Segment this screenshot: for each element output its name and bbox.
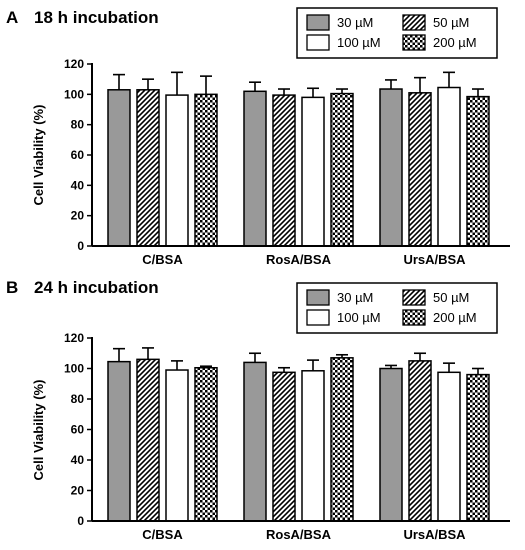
bar	[466, 95, 490, 247]
legend-swatch	[402, 34, 426, 51]
y-tick-label: 60	[71, 148, 85, 162]
panel-title: 24 h incubation	[34, 278, 159, 297]
panel-letter: A	[6, 8, 18, 27]
legend-swatch	[306, 14, 330, 31]
legend-label: 200 µM	[433, 35, 477, 50]
y-tick-label: 20	[71, 484, 85, 498]
x-tick-label: C/BSA	[142, 252, 183, 267]
legend: 30 µM 50 µM 100 µM 200 µM	[296, 282, 498, 334]
bar	[379, 367, 403, 522]
bar	[136, 89, 160, 247]
bar	[194, 366, 218, 522]
legend-label: 50 µM	[433, 290, 469, 305]
y-axis-label: Cell Viability (%)	[31, 380, 46, 481]
x-tick-label: RosA/BSA	[266, 252, 332, 267]
bar	[165, 369, 189, 522]
bar	[301, 370, 325, 522]
legend-swatch	[402, 289, 426, 306]
y-tick-label: 40	[71, 178, 85, 192]
bar	[107, 360, 131, 522]
bar	[272, 371, 296, 522]
y-tick-label: 100	[64, 87, 84, 101]
bar	[136, 358, 160, 522]
y-tick-label: 0	[77, 514, 84, 528]
y-tick-label: 80	[71, 392, 85, 406]
panel-b: B 24 h incubation Cell Viability (%) 0 20…	[6, 278, 510, 542]
panel-title: 18 h incubation	[34, 8, 159, 27]
legend-label: 30 µM	[337, 15, 373, 30]
y-tick-label: 40	[71, 453, 85, 467]
x-tick-label: C/BSA	[142, 527, 183, 542]
x-tick-label: UrsA/BSA	[403, 252, 466, 267]
y-tick-label: 120	[64, 331, 84, 345]
legend-swatch	[306, 34, 330, 51]
legend-swatch	[402, 14, 426, 31]
legend-box	[296, 282, 498, 334]
panel-letter: B	[6, 278, 18, 297]
bar	[330, 357, 354, 522]
y-tick-label: 20	[71, 209, 85, 223]
bar	[107, 89, 131, 247]
legend-label: 100 µM	[337, 310, 381, 325]
bar	[243, 361, 267, 522]
legend-swatch	[306, 289, 330, 306]
y-tick-label: 80	[71, 118, 85, 132]
y-tick-label: 60	[71, 423, 85, 437]
bar	[437, 86, 461, 247]
legend-swatch	[306, 309, 330, 326]
legend-swatch	[402, 309, 426, 326]
bar	[379, 88, 403, 247]
bar	[194, 93, 218, 247]
x-tick-label: UrsA/BSA	[403, 527, 466, 542]
legend-label: 100 µM	[337, 35, 381, 50]
bar	[408, 92, 432, 247]
y-tick-label: 0	[77, 239, 84, 253]
y-tick-label: 120	[64, 57, 84, 71]
bar	[165, 94, 189, 247]
bar	[466, 373, 490, 522]
bar	[243, 90, 267, 247]
plot-area: 0 20 40 60 80 100 120 C/BSA RosA/BSA UrsA/BSA	[64, 331, 510, 542]
legend-label: 200 µM	[433, 310, 477, 325]
y-tick-label: 100	[64, 362, 84, 376]
legend-box	[296, 7, 498, 59]
legend: 30 µM 50 µM 100 µM 200 µM	[296, 7, 498, 59]
bar	[408, 360, 432, 522]
y-axis-label: Cell Viability (%)	[31, 105, 46, 206]
legend-label: 30 µM	[337, 290, 373, 305]
panel-a: A 18 h incubation Cell Viability (%) 0 20…	[6, 7, 510, 267]
bar	[301, 96, 325, 247]
legend-label: 50 µM	[433, 15, 469, 30]
x-tick-label: RosA/BSA	[266, 527, 332, 542]
bar	[272, 94, 296, 247]
bar	[437, 371, 461, 522]
bar	[330, 92, 354, 247]
plot-area: 0 20 40 60 80 100 120 C/BSA RosA/BSA UrsA/BSA	[64, 57, 510, 267]
